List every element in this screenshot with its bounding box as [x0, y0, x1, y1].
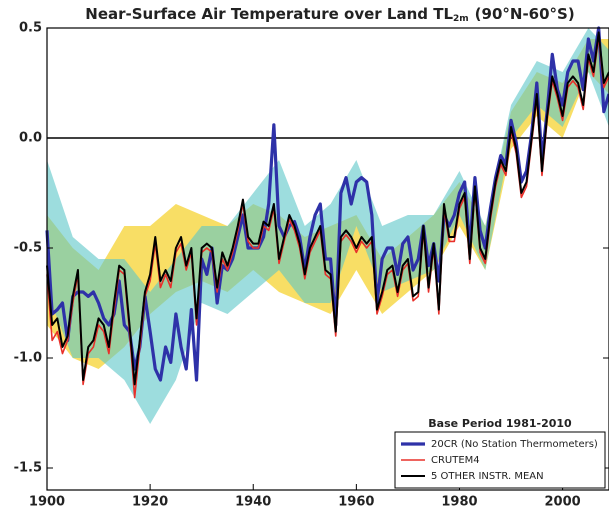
title-suffix: (90°N-60°S) [475, 5, 575, 23]
x-tick-label: 2000 [545, 495, 581, 510]
title-subscript: 2m [453, 14, 469, 24]
y-tick-label: -1.5 [14, 461, 42, 476]
x-tick-label: 1960 [338, 495, 374, 510]
y-tick-label: -0.5 [14, 241, 42, 256]
chart-title: Near-Surface Air Temperature over Land T… [85, 5, 574, 24]
plot-frame [46, 27, 609, 491]
y-tick-label: -1.0 [14, 351, 42, 366]
x-tick-label: 1940 [235, 495, 271, 510]
y-tick-label: 0.0 [19, 131, 42, 146]
y-tick-label: 0.5 [19, 21, 42, 36]
annotation: Base Period 1981-2010 [428, 417, 572, 430]
x-tick-label: 1920 [132, 495, 168, 510]
series-line [46, 31, 609, 386]
x-tick-label: 1900 [29, 495, 65, 510]
legend-label: 20CR (No Station Thermometers) [431, 439, 598, 450]
x-tick-label: 1980 [441, 495, 477, 510]
legend-label: CRUTEM4 [431, 455, 480, 466]
title-main: Near-Surface Air Temperature over Land T… [85, 5, 453, 23]
legend-box [394, 431, 606, 489]
legend-label: 5 OTHER INSTR. MEAN [431, 471, 544, 482]
spread-band [47, 28, 609, 424]
